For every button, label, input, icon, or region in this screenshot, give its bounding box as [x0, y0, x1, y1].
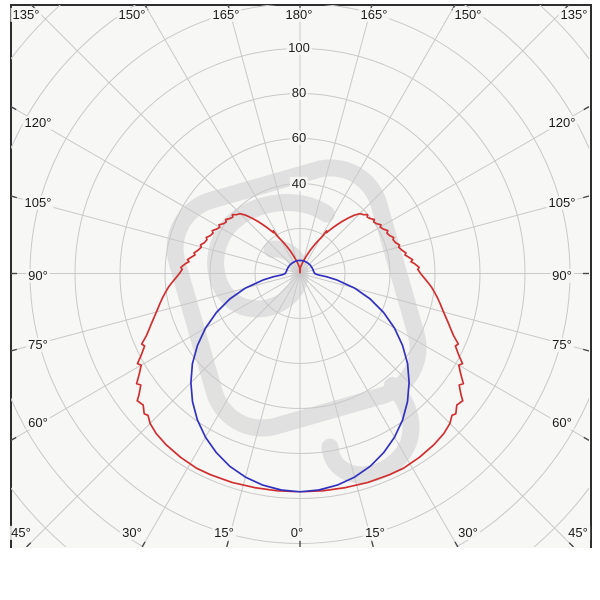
angle-label-top: 180°	[283, 6, 315, 23]
angle-label-bottom: 45°	[9, 524, 33, 541]
angle-label-top: 150°	[452, 6, 484, 23]
angle-label-bottom: 45°	[566, 524, 590, 541]
angle-label-left: 90°	[26, 267, 50, 284]
angle-label-left: 105°	[22, 194, 54, 211]
angle-label-bottom: 15°	[212, 524, 236, 541]
angle-label-left: 120°	[22, 114, 54, 131]
angle-label-top: 165°	[210, 6, 242, 23]
angle-label-top: 135°	[558, 6, 590, 23]
angle-label-right: 120°	[546, 114, 578, 131]
distribution-curves	[135, 212, 465, 493]
angle-label-bottom: 0°	[288, 524, 306, 541]
radial-axis-label: 60	[289, 129, 309, 146]
angle-label-bottom: 30°	[120, 524, 144, 541]
radial-axis-label: 40	[289, 175, 309, 192]
legend-area: cd/klm η = 56% C0 - C180 C90 - C270	[0, 548, 600, 600]
angle-label-top: 150°	[116, 6, 148, 23]
angle-label-top: 135°	[10, 6, 42, 23]
angle-label-bottom: 15°	[363, 524, 387, 541]
angle-label-right: 105°	[546, 194, 578, 211]
curve-c90-c270	[190, 259, 410, 493]
angle-label-right: 90°	[550, 267, 574, 284]
angle-label-left: 60°	[26, 414, 50, 431]
angle-label-right: 60°	[550, 414, 574, 431]
angle-label-right: 75°	[550, 336, 574, 353]
radial-axis-label: 100	[286, 39, 312, 56]
angle-label-top: 165°	[358, 6, 390, 23]
radial-axis-label: 80	[289, 84, 309, 101]
angle-label-bottom: 30°	[456, 524, 480, 541]
angle-label-left: 75°	[26, 336, 50, 353]
watermark-logo	[166, 159, 427, 484]
